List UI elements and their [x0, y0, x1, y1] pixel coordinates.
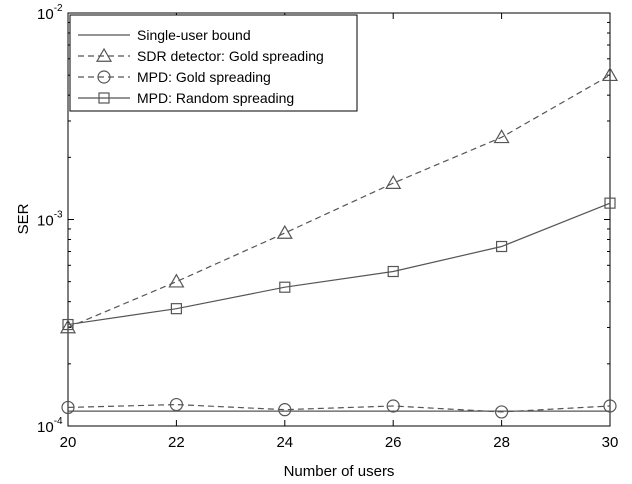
legend-square-marker: [98, 92, 110, 104]
legend-box: [69, 14, 358, 112]
square-marker: [279, 281, 291, 293]
y-axis-ticks: 10-4 10-3 10-2: [37, 3, 610, 436]
legend-circle-marker: [97, 70, 111, 84]
square-marker: [496, 240, 508, 253]
circle-marker: [169, 397, 183, 412]
series-line: [67, 403, 611, 413]
x-axis-label: Number of users: [284, 463, 395, 480]
legend-triangle-marker: [95, 47, 113, 62]
triangle-marker: [168, 273, 185, 288]
triangle-marker: [276, 224, 293, 239]
legend-label: SDR detector: Gold spreading: [137, 48, 324, 64]
legend-label: MPD: Random spreading: [137, 90, 294, 106]
series-4: [62, 197, 616, 331]
circle-marker: [278, 403, 292, 417]
y-axis-label: SER: [15, 203, 32, 234]
y-tick-label: 10-3: [37, 210, 63, 230]
triangle-marker: [59, 319, 77, 334]
square-marker: [170, 303, 182, 315]
legend-label: MPD: Gold spreading: [137, 69, 271, 85]
x-tick-label: 20: [60, 434, 77, 451]
square-marker: [604, 197, 616, 209]
y-tick-label: 10-4: [37, 416, 63, 436]
series-layer: [59, 66, 619, 419]
square-marker: [387, 265, 399, 278]
legend-entries: Single-user bound SDR detector: Gold spre…: [78, 27, 324, 106]
square-marker: [62, 318, 74, 331]
x-tick-label: 28: [493, 434, 510, 451]
x-tick-label: 22: [168, 434, 185, 451]
y-tick-label: 10-2: [37, 3, 63, 23]
x-tick-label: 30: [602, 434, 619, 451]
triangle-marker: [493, 129, 510, 144]
circle-marker: [61, 400, 75, 415]
x-tick-label: 26: [385, 434, 402, 451]
series-2: [59, 66, 619, 334]
series-3: [61, 397, 617, 419]
series-line: [67, 202, 611, 326]
triangle-marker: [385, 174, 402, 189]
circle-marker: [603, 399, 617, 413]
legend: Single-user bound SDR detector: Gold spre…: [69, 14, 358, 112]
legend-label: Single-user bound: [137, 27, 251, 43]
circle-marker: [495, 405, 509, 419]
series-line: [67, 74, 611, 329]
x-axis-ticks: 20 22 24 26 28 30: [60, 13, 619, 451]
circle-marker: [386, 399, 400, 413]
triangle-marker: [601, 66, 619, 82]
x-tick-label: 24: [276, 434, 293, 451]
